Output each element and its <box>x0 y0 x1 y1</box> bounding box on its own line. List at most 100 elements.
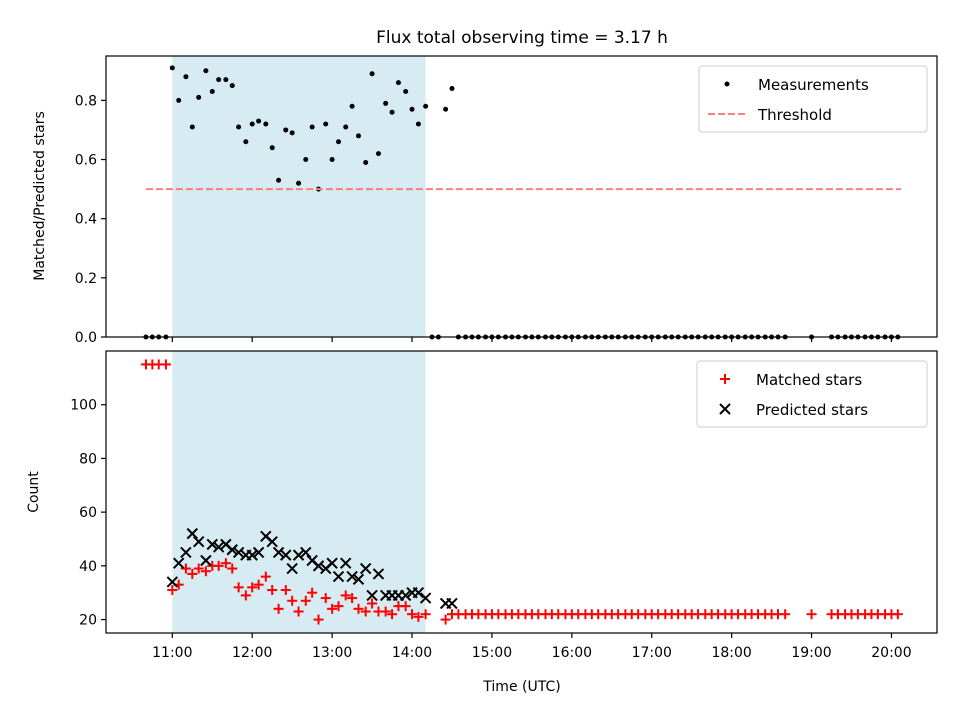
y-tick-label: 0.6 <box>75 153 97 169</box>
data-point <box>333 601 344 612</box>
legend-swatch <box>720 374 730 384</box>
data-point-b <box>419 592 432 604</box>
data-point <box>340 557 352 569</box>
data-point <box>212 541 225 553</box>
data-point <box>326 557 338 569</box>
data-point <box>260 571 271 582</box>
data-point <box>892 609 903 620</box>
data-point <box>303 157 309 163</box>
data-point <box>167 585 178 596</box>
data-point <box>780 609 791 620</box>
data-point <box>183 74 189 80</box>
legend-item: Predicted stars <box>719 401 868 419</box>
data-point <box>276 177 282 183</box>
series-predicted-stars <box>166 527 458 610</box>
data-point <box>446 597 458 610</box>
data-point <box>372 568 385 580</box>
data-point <box>313 614 324 625</box>
data-point <box>283 127 289 133</box>
data-point <box>176 97 182 103</box>
x-tick-label: 14:00 <box>392 645 432 661</box>
y-tick-label: 0.8 <box>75 93 97 109</box>
data-point <box>307 587 318 598</box>
data-point <box>409 106 415 112</box>
data-point <box>227 563 238 574</box>
data-point <box>243 139 249 145</box>
data-point <box>355 133 361 139</box>
data-point <box>346 570 358 583</box>
data-point <box>806 609 817 620</box>
data-point <box>395 80 401 86</box>
top-panel: 0.0 0.2 0.4 0.6 0.8 Measurements Threshold <box>75 55 938 346</box>
data-point-b <box>173 557 185 569</box>
y-tick-label: 100 <box>70 398 97 414</box>
data-point <box>369 71 375 77</box>
data-point-b <box>326 557 338 569</box>
data-point <box>252 546 265 559</box>
data-point-b <box>192 535 205 548</box>
data-point <box>336 139 342 145</box>
data-point-b <box>206 538 218 551</box>
data-point <box>375 151 381 157</box>
shaded-observing-span <box>172 56 426 337</box>
data-point-b <box>200 554 212 567</box>
data-point <box>420 609 431 620</box>
data-point-b <box>226 544 238 556</box>
data-point-b <box>252 546 265 559</box>
data-point <box>383 100 389 106</box>
data-point <box>206 538 218 551</box>
data-point-b <box>300 546 312 559</box>
data-point <box>209 88 215 94</box>
data-point <box>193 563 204 574</box>
x-tick-label: 16:00 <box>552 645 592 661</box>
data-point <box>192 535 205 548</box>
x-tick-label: 18:00 <box>711 645 751 661</box>
y-tick-label: 80 <box>79 451 97 467</box>
data-point <box>387 609 398 620</box>
legend-item: Matched stars <box>720 371 862 389</box>
data-point-b <box>306 554 318 567</box>
data-point <box>323 121 329 127</box>
data-point <box>359 562 372 575</box>
data-point <box>280 585 291 596</box>
data-point <box>186 527 199 540</box>
data-point <box>296 180 302 186</box>
data-point <box>263 121 269 127</box>
data-point <box>403 88 409 94</box>
x-tick-label: 11:00 <box>152 645 192 661</box>
data-point <box>449 86 455 92</box>
y-tick-label: 0.0 <box>75 330 97 346</box>
y-tick-label: 60 <box>79 505 97 521</box>
data-point <box>233 582 244 593</box>
data-point <box>203 68 209 74</box>
data-point-b <box>372 568 385 580</box>
data-point <box>389 109 395 115</box>
data-point <box>320 593 331 604</box>
bottom-panel: 20 40 60 80 100 11:00 12:00 13:00 14:00 15:00 16:0… <box>70 350 938 661</box>
data-point <box>407 609 418 620</box>
x-tick-label: 20:00 <box>871 645 911 661</box>
data-point <box>300 546 312 559</box>
data-point <box>256 118 262 124</box>
data-point-b <box>260 530 272 543</box>
data-point <box>329 157 335 163</box>
data-point <box>340 590 351 601</box>
data-point <box>415 121 421 127</box>
y-tick-label: 20 <box>79 613 97 629</box>
legend-label: Predicted stars <box>756 401 868 419</box>
data-point <box>400 601 411 612</box>
plot-frame <box>105 350 938 634</box>
x-tick-label: 12:00 <box>232 645 272 661</box>
data-point <box>166 576 179 588</box>
data-point-b <box>332 570 345 583</box>
data-point-b <box>232 546 245 559</box>
legend-swatch <box>724 81 730 87</box>
data-point <box>286 562 298 575</box>
data-point <box>367 598 378 609</box>
data-point <box>363 159 369 165</box>
series-matched-stars <box>140 359 903 625</box>
data-point-b <box>286 562 298 575</box>
data-point <box>327 603 338 614</box>
data-point-b <box>446 597 458 610</box>
